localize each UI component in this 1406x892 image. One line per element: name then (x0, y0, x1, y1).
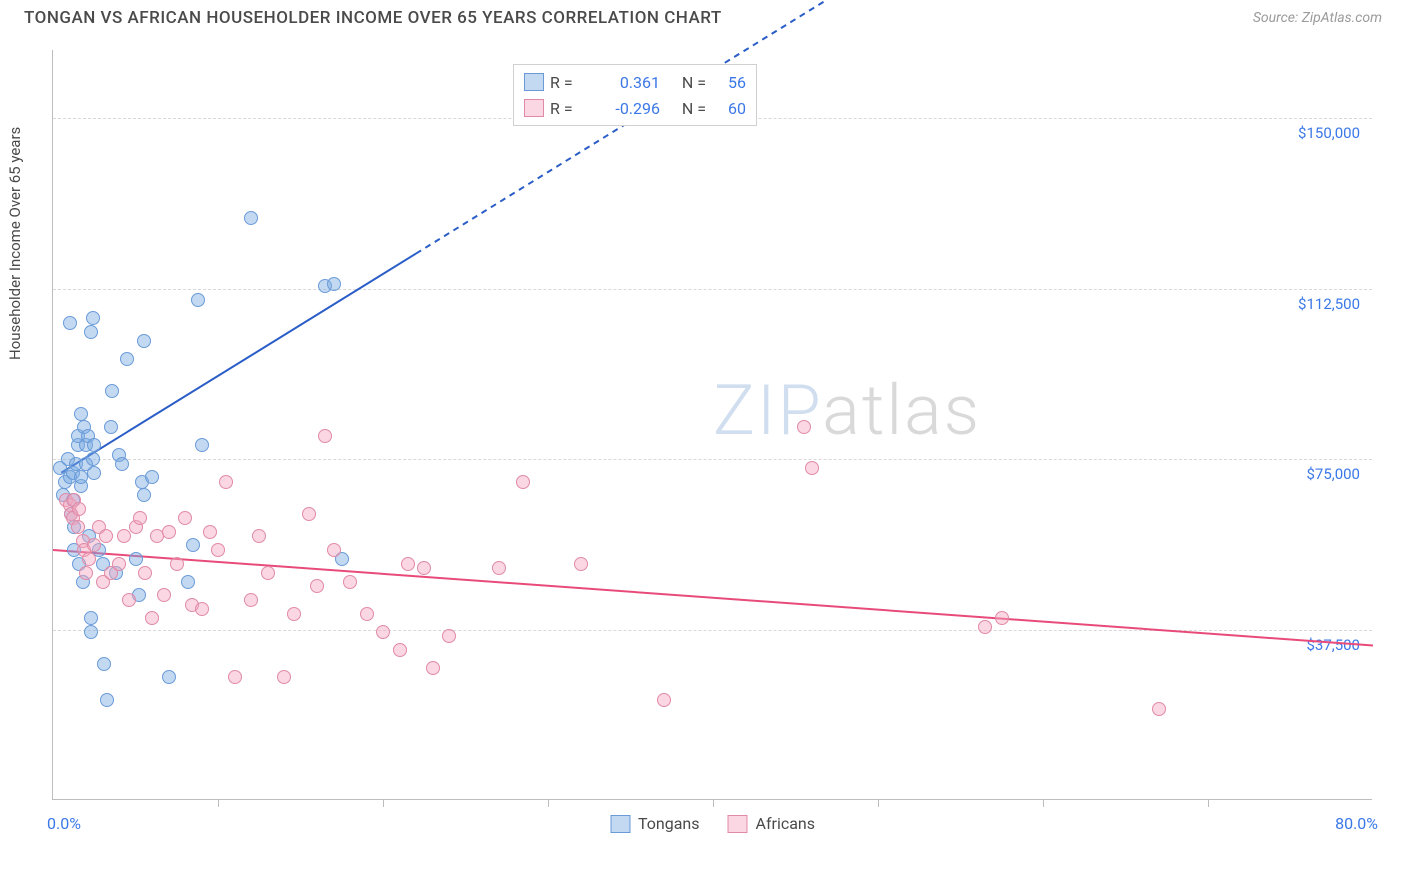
x-tick (383, 799, 384, 807)
x-tick (548, 799, 549, 807)
data-point (137, 334, 151, 348)
chart-source: Source: ZipAtlas.com (1253, 10, 1382, 26)
data-point (327, 543, 341, 557)
data-point (797, 420, 811, 434)
data-point (219, 475, 233, 489)
legend-swatch (524, 99, 544, 117)
correlation-legend: R = 0.361 N = 56 R = -0.296 N = 60 (513, 64, 757, 126)
data-point (287, 607, 301, 621)
x-axis-min-label: 0.0% (47, 814, 81, 833)
trend-lines (53, 50, 1373, 800)
data-point (195, 438, 209, 452)
data-point (84, 611, 98, 625)
legend-label: Africans (756, 814, 815, 833)
data-point (261, 566, 275, 580)
legend-label: Tongans (638, 814, 700, 833)
data-point (162, 525, 176, 539)
r-label: R = (550, 73, 584, 92)
data-point (86, 311, 100, 325)
data-point (97, 657, 111, 671)
data-point (195, 602, 209, 616)
x-tick (1208, 799, 1209, 807)
data-point (86, 452, 100, 466)
data-point (492, 561, 506, 575)
n-label: N = (666, 73, 706, 92)
data-point (376, 625, 390, 639)
n-value: 60 (712, 99, 746, 118)
scatter-plot: $37,500$75,000$112,500$150,0000.0%80.0%Z… (52, 50, 1372, 800)
data-point (122, 593, 136, 607)
data-point (228, 670, 242, 684)
n-value: 56 (712, 73, 746, 92)
legend-swatch (610, 815, 630, 833)
legend-item: Africans (728, 814, 815, 833)
data-point (63, 316, 77, 330)
data-point (79, 566, 93, 580)
data-point (657, 693, 671, 707)
data-point (129, 552, 143, 566)
data-point (115, 457, 129, 471)
chart-header: TONGAN VS AFRICAN HOUSEHOLDER INCOME OVE… (0, 0, 1406, 32)
data-point (574, 557, 588, 571)
data-point (170, 557, 184, 571)
data-point (84, 625, 98, 639)
data-point (343, 575, 357, 589)
data-point (995, 611, 1009, 625)
legend-row: R = -0.296 N = 60 (524, 95, 746, 121)
data-point (87, 466, 101, 480)
data-point (84, 325, 98, 339)
data-point (327, 277, 341, 291)
data-point (157, 588, 171, 602)
r-value: 0.361 (590, 73, 660, 92)
data-point (71, 520, 85, 534)
data-point (1152, 702, 1166, 716)
y-axis-title: Householder Income Over 65 years (6, 127, 24, 360)
x-tick (713, 799, 714, 807)
legend-swatch (524, 73, 544, 91)
data-point (112, 557, 126, 571)
data-point (211, 543, 225, 557)
data-point (162, 670, 176, 684)
r-value: -0.296 (590, 99, 660, 118)
legend-row: R = 0.361 N = 56 (524, 69, 746, 95)
x-axis-max-label: 80.0% (1335, 814, 1378, 833)
data-point (203, 525, 217, 539)
data-point (74, 407, 88, 421)
n-label: N = (666, 99, 706, 118)
series-legend: Tongans Africans (610, 814, 815, 833)
chart-title: TONGAN VS AFRICAN HOUSEHOLDER INCOME OVE… (24, 8, 722, 28)
x-tick (878, 799, 879, 807)
data-point (104, 420, 118, 434)
data-point (393, 643, 407, 657)
x-tick (218, 799, 219, 807)
r-label: R = (550, 99, 584, 118)
x-tick (1043, 799, 1044, 807)
legend-swatch (728, 815, 748, 833)
data-point (426, 661, 440, 675)
data-point (401, 557, 415, 571)
data-point (516, 475, 530, 489)
chart-area: Householder Income Over 65 years $37,500… (0, 40, 1406, 860)
legend-item: Tongans (610, 814, 700, 833)
data-point (360, 607, 374, 621)
data-point (302, 507, 316, 521)
data-point (244, 593, 258, 607)
